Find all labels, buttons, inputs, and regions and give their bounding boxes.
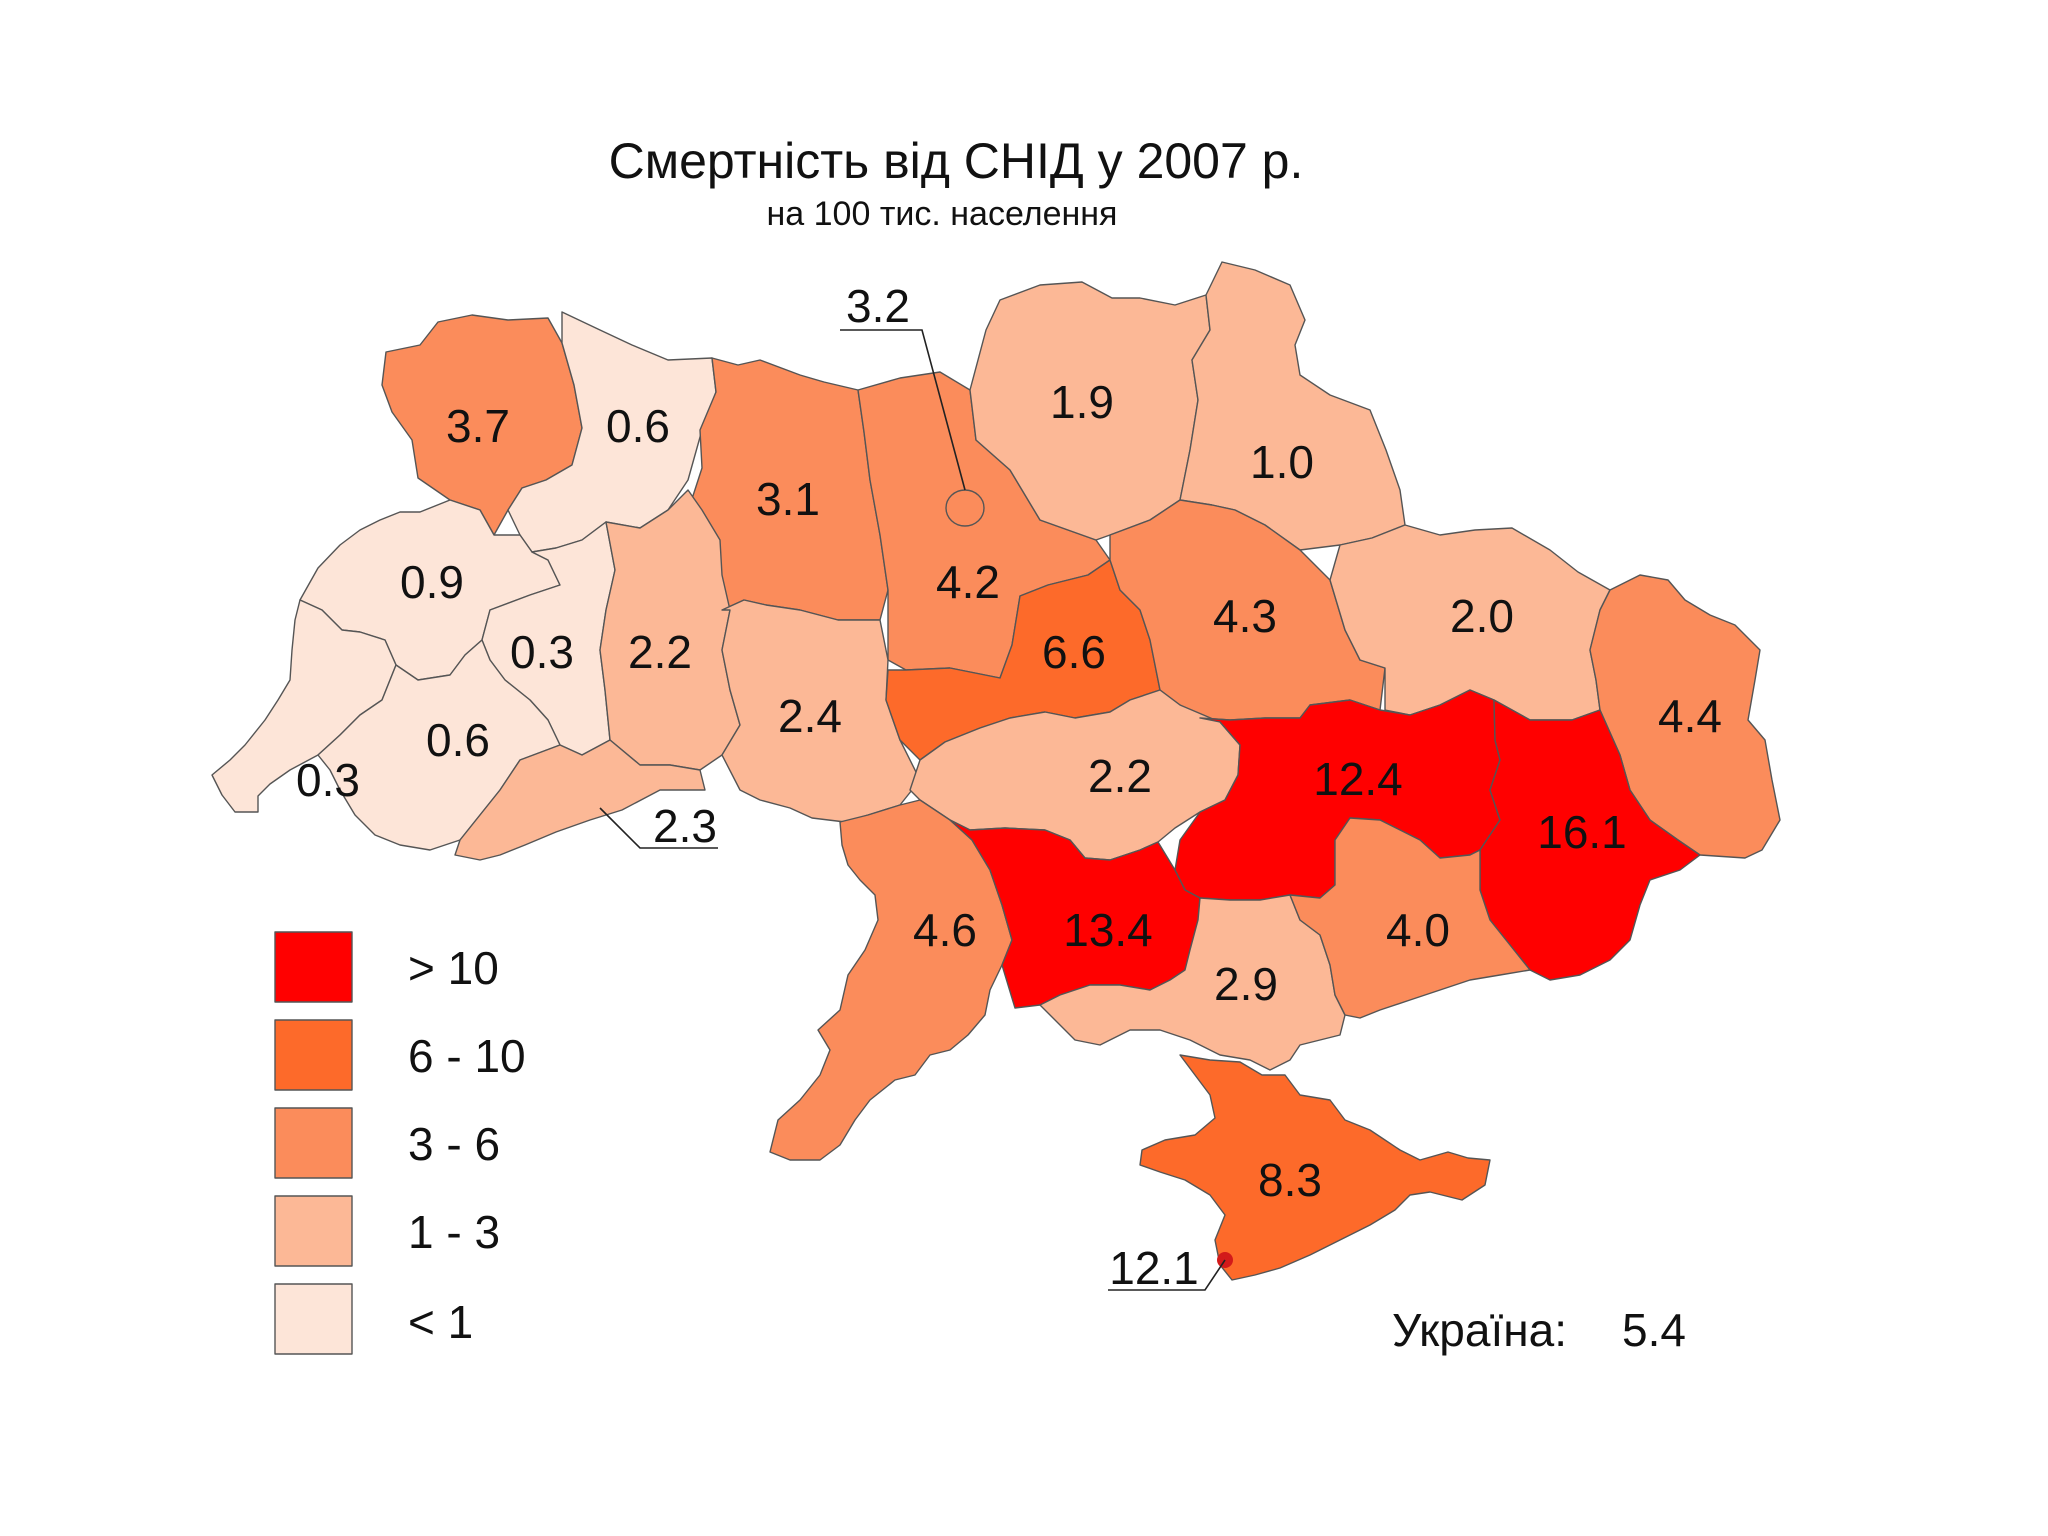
label-rivne: 0.6 — [606, 400, 670, 452]
label-cherkasy: 6.6 — [1042, 626, 1106, 678]
label-mykolaiv: 13.4 — [1063, 904, 1153, 956]
region-donetsk[interactable] — [1479, 699, 1701, 981]
national-total-label: Україна: — [1392, 1304, 1567, 1356]
region-zakarpattia[interactable] — [211, 599, 397, 813]
label-zakarpattia: 0.3 — [296, 754, 360, 806]
legend-label-3-6: 3 - 6 — [408, 1118, 500, 1170]
region-crimea[interactable] — [1139, 1054, 1491, 1281]
label-crimea: 8.3 — [1258, 1154, 1322, 1206]
legend-label-gt10: > 10 — [408, 942, 499, 994]
map-subtitle: на 100 тис. населення — [767, 195, 1118, 233]
sevastopol-marker — [1108, 1252, 1233, 1291]
national-total: Україна: 5.4 — [1392, 1304, 1686, 1356]
label-chernivtsi: 2.3 — [653, 800, 717, 852]
label-poltava: 4.3 — [1213, 590, 1277, 642]
chernivtsi-leader-line — [599, 807, 718, 849]
sevastopol-leader-line — [1108, 1259, 1226, 1291]
region-luhansk[interactable] — [1589, 574, 1781, 859]
legend-label-1-3: 1 - 3 — [408, 1206, 500, 1258]
label-zhytomyr: 3.1 — [756, 473, 820, 525]
legend-label-6-10: 6 - 10 — [408, 1030, 526, 1082]
label-khmelnytskyi: 2.2 — [628, 626, 692, 678]
label-sevastopol: 12.1 — [1109, 1242, 1199, 1294]
national-total-value: 5.4 — [1622, 1304, 1686, 1356]
label-kherson: 2.9 — [1214, 958, 1278, 1010]
label-vinnytsia: 2.4 — [778, 690, 842, 742]
legend: > 10 6 - 10 3 - 6 1 - 3 < 1 — [274, 931, 526, 1355]
legend-swatch-6-10 — [274, 1019, 353, 1091]
region-chernivtsi[interactable] — [454, 739, 706, 861]
label-ivano-frankivsk: 0.6 — [426, 714, 490, 766]
label-kharkiv: 2.0 — [1450, 590, 1514, 642]
regions-layer — [211, 261, 1781, 1281]
label-lviv: 0.9 — [400, 556, 464, 608]
kyiv-city-leader-line — [840, 329, 966, 491]
label-volyn: 3.7 — [446, 400, 510, 452]
label-sumy: 1.0 — [1250, 436, 1314, 488]
label-kirovohrad: 2.2 — [1088, 750, 1152, 802]
legend-swatch-lt1 — [274, 1283, 353, 1355]
label-kyiv-oblast: 4.2 — [936, 556, 1000, 608]
label-ternopil: 0.3 — [510, 626, 574, 678]
region-zaporizhzhia[interactable] — [1289, 817, 1531, 1019]
label-chernihiv: 1.9 — [1050, 376, 1114, 428]
map-title: Смертність від СНІД у 2007 р. — [609, 133, 1304, 189]
region-kherson[interactable] — [1039, 894, 1346, 1071]
label-odesa: 4.6 — [913, 904, 977, 956]
label-zaporizhzhia: 4.0 — [1386, 904, 1450, 956]
label-dnipropetrovsk: 12.4 — [1313, 753, 1403, 805]
label-luhansk: 4.4 — [1658, 690, 1722, 742]
region-labels: 3.7 0.6 3.1 4.2 3.2 1.9 1.0 0.9 0.3 2.2 … — [296, 280, 1722, 1294]
region-odesa[interactable] — [769, 799, 1013, 1161]
legend-swatch-1-3 — [274, 1195, 353, 1267]
legend-label-lt1: < 1 — [408, 1296, 473, 1348]
kyiv-city-marker — [840, 329, 985, 527]
label-donetsk: 16.1 — [1537, 806, 1627, 858]
legend-swatch-3-6 — [274, 1107, 353, 1179]
label-kyiv-city: 3.2 — [846, 280, 910, 332]
legend-swatch-gt10 — [274, 931, 353, 1003]
